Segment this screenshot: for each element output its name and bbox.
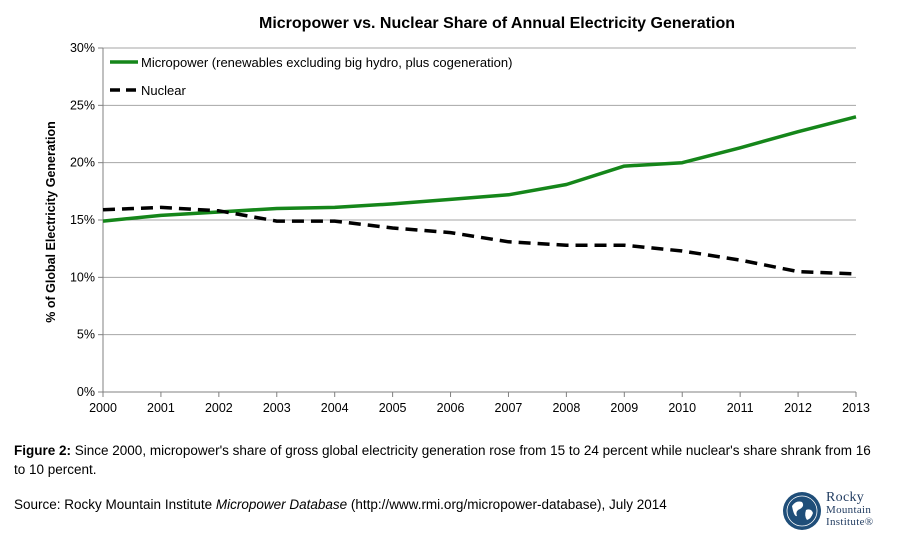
x-tick-label: 2007 <box>495 401 523 415</box>
logo-line-2: Mountain <box>826 504 872 516</box>
legend: Micropower (renewables excluding big hyd… <box>110 55 512 98</box>
legend-label-micropower: Micropower (renewables excluding big hyd… <box>141 55 512 70</box>
source-note: Source: Rocky Mountain Institute Micropo… <box>14 497 667 512</box>
y-axis-label: % of Global Electricity Generation <box>44 121 58 322</box>
micropower-line <box>102 115 857 223</box>
y-tick-label: 10% <box>70 270 95 284</box>
source-prefix: Source: Rocky Mountain Institute <box>14 497 216 512</box>
gridlines <box>103 47 856 336</box>
x-tick-label: 2013 <box>842 401 870 415</box>
y-tick-labels: 0% 5% 10% 15% 20% 25% 30% <box>70 41 95 399</box>
rmi-logo: Rocky Mountain Institute® <box>782 488 892 538</box>
figure-caption: Figure 2: Since 2000, micropower's share… <box>14 441 874 479</box>
x-tick-label: 2000 <box>89 401 117 415</box>
x-tick-label: 2008 <box>552 401 580 415</box>
x-tick-label: 2001 <box>147 401 175 415</box>
source-database-name: Micropower Database <box>215 497 348 512</box>
y-tick-label: 15% <box>70 213 95 227</box>
y-tick-label: 5% <box>77 328 95 342</box>
x-tick-label: 2002 <box>205 401 233 415</box>
caption-label: Figure 2: <box>14 443 72 458</box>
chart-title: Micropower vs. Nuclear Share of Annual E… <box>259 15 735 32</box>
axes <box>98 47 857 397</box>
caption-text: Since 2000, micropower's share of gross … <box>14 443 871 477</box>
x-tick-label: 2003 <box>263 401 291 415</box>
x-tick-label: 2005 <box>379 401 407 415</box>
x-tick-label: 2004 <box>321 401 349 415</box>
y-tick-label: 0% <box>77 385 95 399</box>
chart: Micropower vs. Nuclear Share of Annual E… <box>44 15 870 415</box>
y-tick-label: 30% <box>70 41 95 55</box>
x-tick-label: 2009 <box>610 401 638 415</box>
y-tick-label: 20% <box>70 156 95 170</box>
x-tick-label: 2012 <box>784 401 812 415</box>
logo-wordmark: Rocky Mountain Institute® <box>826 490 874 529</box>
series-lines <box>102 115 857 276</box>
x-tick-label: 2011 <box>727 401 754 415</box>
x-tick-label: 2010 <box>668 401 696 415</box>
source-suffix: (http://www.rmi.org/micropower-database)… <box>347 497 667 512</box>
x-tick-labels: 2000 2001 2002 2003 2004 2005 2006 2007 2008 2009… <box>89 401 870 415</box>
globe-icon <box>783 492 821 530</box>
legend-label-nuclear: Nuclear <box>141 83 186 98</box>
logo-line-3: Institute® <box>826 516 874 528</box>
nuclear-line <box>102 205 857 276</box>
y-tick-label: 25% <box>70 98 95 112</box>
logo-line-1: Rocky <box>826 490 865 505</box>
x-tick-label: 2006 <box>437 401 465 415</box>
